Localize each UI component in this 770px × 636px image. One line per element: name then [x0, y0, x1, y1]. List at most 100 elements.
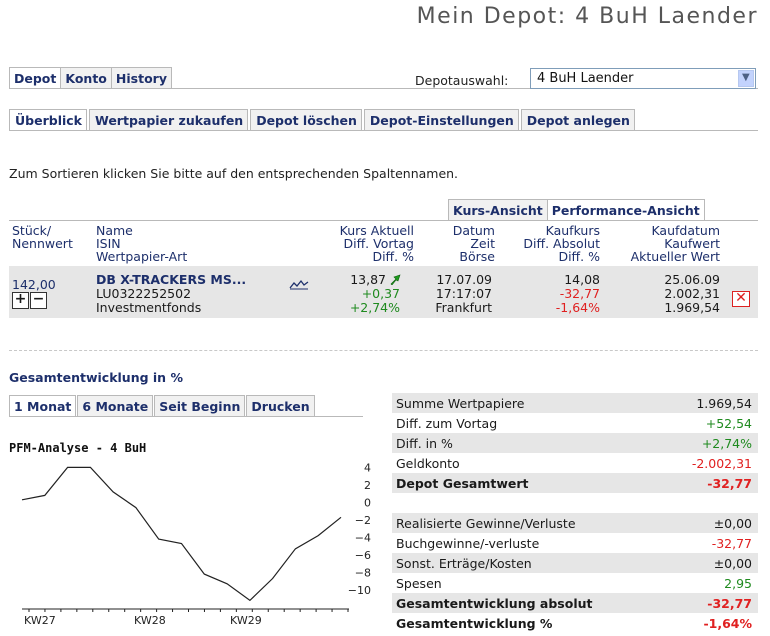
y-tick-label: −2 — [355, 514, 371, 527]
plus-button[interactable]: + — [12, 292, 29, 309]
table-row: 142,00 + − DB X-TRACKERS MS... LU03222525… — [9, 266, 758, 318]
summary-row: Realisierte Gewinne/Verluste ±0,00 — [392, 513, 758, 533]
tab-1-monat[interactable]: 1 Monat — [9, 395, 77, 417]
col-header-line: Kaufwert — [664, 236, 720, 251]
summary-value: ±0,00 — [713, 516, 752, 531]
main-tabs: Depot Konto History — [9, 67, 172, 89]
y-tick-label: 4 — [364, 461, 371, 474]
depot-select[interactable]: 4 BuH Laender ▼ — [530, 68, 756, 89]
summary-label: Buchgewinne/-verluste — [396, 536, 540, 551]
tab-depot[interactable]: Depot — [9, 67, 62, 89]
sub-tabs: Überblick Wertpapier zukaufen Depot lösc… — [9, 109, 637, 131]
summary-value: 1.969,54 — [696, 396, 752, 411]
summary-label: Geldkonto — [396, 456, 460, 471]
position-boerse: Frankfurt — [435, 300, 492, 315]
position-isin: LU0322252502 — [96, 286, 192, 301]
tab-wertpapier-zukaufen[interactable]: Wertpapier zukaufen — [88, 109, 249, 131]
x-tick-label: KW28 — [134, 614, 166, 627]
x-tick-label: KW27 — [24, 614, 56, 627]
view-tabs: Kurs-Ansicht Performance-Ansicht — [448, 199, 705, 221]
tab-divider — [9, 130, 758, 131]
col-header-line: ISIN — [96, 236, 121, 251]
summary-value: +52,54 — [705, 416, 752, 431]
position-kaufkurs: 14,08 — [564, 272, 600, 287]
col-header-kaufkurs[interactable]: Kaufkurs Diff. Absolut Diff. % — [523, 224, 600, 263]
summary-label: Gesamtentwicklung absolut — [396, 596, 593, 611]
section-title: Gesamtentwicklung in % — [9, 370, 183, 385]
minus-button[interactable]: − — [30, 292, 47, 309]
col-header-kurs[interactable]: Kurs Aktuell Diff. Vortag Diff. % — [340, 224, 414, 263]
chart-title: PFM-Analyse - 4 BuH — [9, 441, 147, 455]
performance-chart: KW27 KW28 KW29 4 2 0 −2 −4 −6 −8 −10 — [21, 461, 371, 627]
summary-row: Buchgewinne/-verluste -32,77 — [392, 533, 758, 553]
col-header-name[interactable]: Name ISIN Wertpapier-Art — [96, 224, 187, 263]
summary-row: Diff. zum Vortag +52,54 — [392, 413, 758, 433]
y-tick-label: 2 — [364, 479, 371, 492]
tab-drucken[interactable]: Drucken — [246, 395, 315, 417]
summary-value: -32,77 — [711, 536, 752, 551]
section-divider — [9, 350, 758, 351]
col-header-line: Datum — [452, 223, 495, 238]
arrow-up-icon — [390, 274, 401, 286]
delete-button[interactable]: ✕ — [732, 291, 750, 307]
tab-6-monate[interactable]: 6 Monate — [77, 395, 154, 417]
y-tick-label: −6 — [355, 549, 371, 562]
summary-label: Sonst. Erträge/Kosten — [396, 556, 532, 571]
col-header-line: Börse — [459, 249, 495, 264]
y-tick-label: −4 — [355, 531, 371, 544]
tab-depot-einstellungen[interactable]: Depot-Einstellungen — [363, 109, 519, 131]
position-name-link[interactable]: DB X-TRACKERS MS... — [96, 272, 247, 287]
col-header-line: Kaufkurs — [545, 223, 600, 238]
summary-value: -32,77 — [707, 476, 752, 491]
position-kaufdatum: 25.06.09 — [664, 272, 720, 287]
y-tick-label: −10 — [348, 584, 371, 597]
position-art: Investmentfonds — [96, 300, 202, 315]
col-header-line: Diff. Vortag — [343, 236, 414, 251]
summary-row: Gesamtentwicklung absolut -32,77 — [392, 593, 758, 613]
col-header-datum[interactable]: Datum Zeit Börse — [453, 224, 495, 263]
col-header-line: Name — [96, 223, 133, 238]
position-diff-pct: +2,74% — [349, 300, 400, 315]
summary-label: Spesen — [396, 576, 442, 591]
tab-seit-beginn[interactable]: Seit Beginn — [154, 395, 246, 417]
tab-performance-ansicht[interactable]: Performance-Ansicht — [547, 199, 705, 221]
position-diff-pct2: -1,64% — [555, 300, 600, 315]
position-quantity-buttons: + − — [12, 292, 48, 309]
position-zeit: 17:17:07 — [435, 286, 492, 301]
summary-gap — [392, 493, 758, 513]
summary-label: Gesamtentwicklung % — [396, 616, 553, 631]
y-tick-label: 0 — [364, 496, 371, 509]
position-kurs: 13,87 — [350, 273, 401, 286]
summary-value: -2.002,31 — [691, 456, 752, 471]
summary-value: 2,95 — [724, 576, 752, 591]
col-header-stueck[interactable]: Stück/ Nennwert — [12, 224, 73, 250]
tab-ueberblick[interactable]: Überblick — [9, 109, 87, 131]
summary-value: +2,74% — [701, 436, 752, 451]
col-header-line: Stück/ — [12, 223, 52, 238]
col-header-line: Zeit — [470, 236, 495, 251]
col-header-kaufdatum[interactable]: Kaufdatum Kaufwert Aktueller Wert — [631, 224, 720, 263]
tab-divider — [9, 88, 758, 89]
tab-history[interactable]: History — [111, 67, 172, 89]
summary-label: Diff. in % — [396, 436, 453, 451]
summary-row: Summe Wertpapiere 1.969,54 — [392, 393, 758, 413]
summary-value: ±0,00 — [713, 556, 752, 571]
summary-row: Gesamtentwicklung % -1,64% — [392, 613, 758, 633]
chart-icon[interactable] — [289, 278, 309, 290]
page-title: Mein Depot: 4 BuH Laender — [416, 4, 758, 29]
depot-select-label: Depotauswahl: — [415, 73, 509, 88]
col-header-line: Kurs Aktuell — [339, 223, 414, 238]
position-stueck: 142,00 — [12, 277, 56, 292]
chevron-down-icon[interactable]: ▼ — [738, 70, 754, 87]
summary-table: Summe Wertpapiere 1.969,54 Diff. zum Vorta… — [392, 393, 758, 633]
tab-depot-loeschen[interactable]: Depot löschen — [250, 109, 362, 131]
summary-row: Sonst. Erträge/Kosten ±0,00 — [392, 553, 758, 573]
tab-konto[interactable]: Konto — [61, 67, 112, 89]
col-header-line: Diff. Absolut — [523, 236, 600, 251]
series-line — [21, 466, 342, 602]
tab-depot-anlegen[interactable]: Depot anlegen — [520, 109, 635, 131]
tab-kurs-ansicht[interactable]: Kurs-Ansicht — [448, 199, 548, 221]
summary-row: Spesen 2,95 — [392, 573, 758, 593]
summary-label: Realisierte Gewinne/Verluste — [396, 516, 576, 531]
col-header-line: Kaufdatum — [651, 223, 720, 238]
